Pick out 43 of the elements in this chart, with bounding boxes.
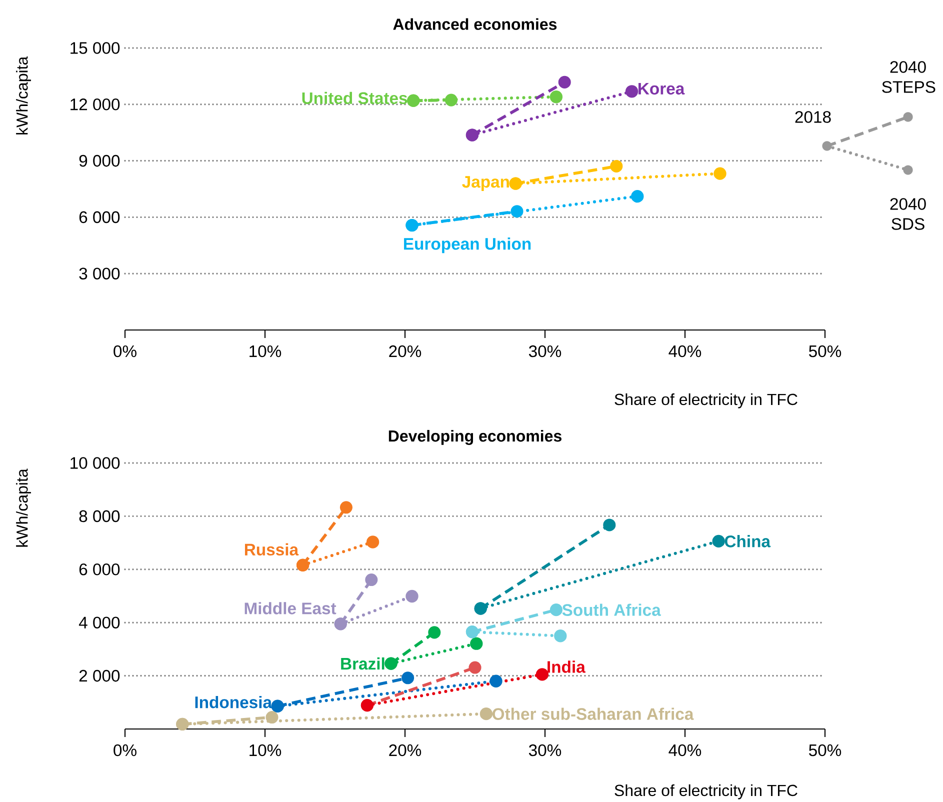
x-tick-label: 30% (528, 744, 562, 756)
chart-title: Developing economies (388, 430, 562, 445)
x-tick-label: 50% (808, 345, 842, 358)
series-label: United States (302, 92, 408, 104)
x-tick-label: 40% (668, 744, 702, 756)
text: 2040 STEPS (882, 61, 936, 93)
x-tick-label: 40% (668, 345, 702, 358)
y-tick-label: 10 000 (70, 457, 120, 469)
x-tick-label: 10% (250, 744, 282, 756)
x-tick-label: 20% (389, 345, 422, 358)
x-tick-label: 30% (528, 345, 562, 358)
text: 2040 SDS (890, 198, 926, 230)
series-label: India (548, 660, 586, 673)
x-tick-label: 20% (389, 744, 422, 756)
series-label: China (724, 535, 771, 548)
chart-title: Advanced economies (393, 18, 557, 30)
series-label: Indonesia (195, 696, 272, 708)
series-label: Brazil (341, 657, 384, 670)
x-axis-title: Share of electricity in TFC (614, 784, 798, 800)
y-axis-title: kWh/capita (16, 56, 31, 134)
x-tick-label: 10% (250, 345, 282, 358)
x-tick-label: 50% (808, 744, 842, 756)
y-tick-label: 6 000 (79, 564, 120, 576)
series-label: Japan (462, 176, 509, 191)
x-axis-title: Share of electricity in TFC (614, 393, 798, 408)
series-label: Russia (244, 543, 299, 556)
y-axis-title: kWh/capita (16, 468, 31, 547)
series-label: Korea (638, 82, 685, 95)
y-tick-label: 3 000 (79, 268, 120, 280)
annotation: 2018 (795, 111, 831, 123)
y-tick-label: 15 000 (70, 42, 120, 54)
y-tick-label: 6 000 (79, 211, 120, 224)
y-tick-label: 4 000 (78, 616, 120, 628)
y-tick-label: 9 000 (79, 154, 120, 167)
y-tick-label: 8 000 (79, 510, 120, 522)
series-label: European Union (404, 238, 531, 254)
x-tick-label: 0% (114, 744, 136, 756)
y-tick-label: 2 000 (79, 670, 120, 682)
y-tick-label: 12 000 (70, 98, 120, 110)
series-label: South Africa (562, 604, 661, 616)
x-tick-label: 0% (114, 345, 136, 358)
series-label: Other sub-Saharan Africa (492, 708, 694, 720)
series-label: Middle East (244, 602, 336, 614)
